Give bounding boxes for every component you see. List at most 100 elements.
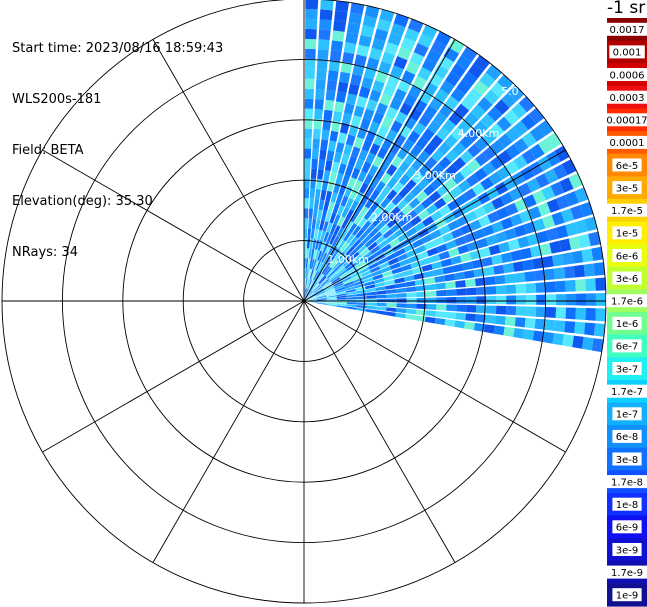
ray-16 <box>306 85 525 299</box>
colorbar-tick-label-17: 1.7e-7 <box>611 387 643 398</box>
range-ring-label-2: 2.00km <box>371 211 413 224</box>
colorbar-label-box-21 <box>606 475 647 489</box>
colorbar-label-box-12 <box>612 271 642 285</box>
ray-27 <box>306 231 601 301</box>
azimuth-spoke-240 <box>42 300 305 453</box>
colorbar-tick-label-6: 0.0001 <box>610 138 645 149</box>
ray-20 <box>306 132 562 300</box>
ray-7 <box>304 13 409 299</box>
azimuth-spoke-330 <box>152 39 305 302</box>
colorbar-label-box-8 <box>612 181 642 195</box>
ray-24 <box>306 187 589 300</box>
colorbar-label-box-18 <box>612 407 642 421</box>
ray-32 <box>307 301 606 322</box>
colorbar-tick-label-23: 6e-9 <box>616 523 639 534</box>
ray-9 <box>305 24 438 299</box>
colorbar-unit-label: -1 sr <box>607 0 646 18</box>
colorbar-label-box-3 <box>606 68 647 81</box>
ray-22 <box>306 159 577 300</box>
colorbar-tick-label-13: 1.7e-6 <box>611 297 643 308</box>
range-ring-labels: 1.00km 2.00km 3.00km 4.00km 5.0 <box>327 85 518 266</box>
scan-rays <box>304 0 606 353</box>
colorbar-tick-label-7: 6e-5 <box>616 161 639 172</box>
ray-31 <box>307 293 606 306</box>
colorbar-tick-label-18: 1e-7 <box>616 410 639 421</box>
colorbar-tick-label-8: 3e-5 <box>616 183 639 194</box>
azimuth-spoke-60 <box>303 149 566 302</box>
colorbar-label-box-17 <box>606 384 647 398</box>
ray-6 <box>304 9 395 299</box>
ray-18 <box>306 107 545 300</box>
polar-grid <box>1 0 607 604</box>
colorbar-label-box-20 <box>612 452 642 466</box>
colorbar-label-box-4 <box>606 90 647 104</box>
colorbar-tick-label-10: 1e-5 <box>616 229 639 240</box>
ray-15 <box>306 74 514 299</box>
colorbar-label-box-7 <box>612 158 642 172</box>
colorbar-label-box-6 <box>606 135 647 149</box>
ray-1 <box>304 0 319 298</box>
colorbar-label-box-1 <box>606 22 647 36</box>
colorbar-tick-label-9: 1.7e-5 <box>611 206 643 217</box>
colorbar-label-box-16 <box>612 362 642 375</box>
instrument-text: WLS200s-181 <box>12 92 102 107</box>
ray-26 <box>306 216 598 301</box>
colorbar-label-box-22 <box>612 497 642 511</box>
ray-19 <box>306 120 554 300</box>
colorbar-tick-label-22: 1e-8 <box>616 500 639 511</box>
range-ring-label-3: 3.00km <box>414 169 456 182</box>
ray-34 <box>307 301 604 353</box>
colorbar-tick-label-26: 1e-9 <box>616 591 639 602</box>
colorbar-tick-label-15: 6e-7 <box>616 342 639 353</box>
colorbar-tick-label-12: 3e-6 <box>616 274 639 285</box>
range-ring-label-4: 4.00km <box>458 127 500 140</box>
colorbar-tick-label-11: 6e-6 <box>616 251 639 262</box>
colorbar-label-box-10 <box>612 226 642 240</box>
colorbar-label-box-11 <box>612 249 642 262</box>
ray-5 <box>304 5 380 299</box>
colorbar-label-box-25 <box>606 565 647 579</box>
azimuth-spoke-150 <box>303 300 456 563</box>
range-ring-label-1: 1.00km <box>327 253 369 266</box>
start-time-text: Start time: 2023/08/16 18:59:43 <box>12 41 224 56</box>
elevation-text: Elevation(deg): 35.30 <box>12 194 153 209</box>
ray-17 <box>306 96 535 300</box>
colorbar-label-box-5 <box>603 113 647 127</box>
colorbar-tick-label-16: 3e-7 <box>616 364 639 375</box>
azimuth-spoke-300 <box>42 149 305 302</box>
ray-33 <box>307 301 606 337</box>
colorbar-label-box-26 <box>612 588 642 602</box>
colorbar-label-box-19 <box>612 429 642 443</box>
ray-30 <box>307 277 606 301</box>
colorbar-tick-label-1: 0.0017 <box>610 25 645 36</box>
azimuth-spoke-210 <box>152 300 305 563</box>
ray-29 <box>307 262 605 301</box>
colorbar-label-box-9 <box>606 203 647 217</box>
ray-4 <box>304 2 365 299</box>
ray-28 <box>307 246 604 301</box>
ray-8 <box>305 18 424 299</box>
colorbar-label-box-2 <box>609 45 645 59</box>
colorbar-tick-label-21: 1.7e-8 <box>611 477 643 488</box>
colorbar-tick-label-14: 1e-6 <box>616 319 639 330</box>
scan-info: Start time: 2023/08/16 18:59:43 WLS200s-… <box>12 6 223 278</box>
colorbar-tick-label-20: 3e-8 <box>616 455 639 466</box>
field-text: Field: BETA <box>12 143 84 158</box>
ray-10 <box>305 31 452 299</box>
nrays-text: NRays: 34 <box>12 245 78 260</box>
ray-2 <box>304 0 334 298</box>
ray-13 <box>305 55 490 299</box>
colorbar-tick-label-25: 1.7e-9 <box>611 568 643 579</box>
colorbar-label-box-24 <box>612 543 642 556</box>
colorbar-tick-label-19: 6e-8 <box>616 432 639 443</box>
colorbar-label-box-15 <box>612 339 642 353</box>
ray-12 <box>305 46 478 299</box>
range-ring-label-5: 5.0 <box>501 85 519 98</box>
colorbar-tick-label-24: 3e-9 <box>616 545 639 556</box>
colorbar-tick-label-4: 0.0003 <box>610 93 645 104</box>
colorbar-tick-label-3: 0.0006 <box>610 70 645 81</box>
colorbar-tick-label-5: 0.00017 <box>606 116 647 127</box>
colorbar-label-box-14 <box>612 316 642 330</box>
